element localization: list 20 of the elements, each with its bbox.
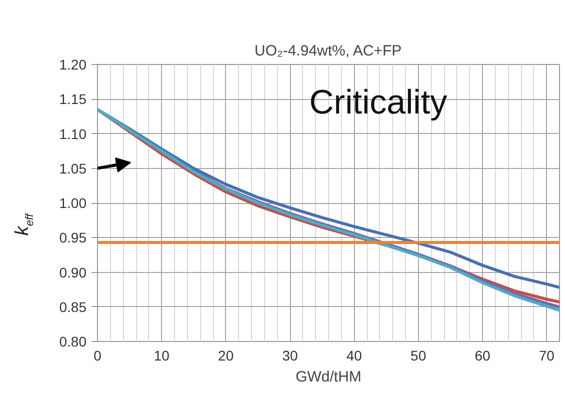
x-tick-label: 60 [474,348,490,364]
chart-title: UO₂-4.94wt%, AC+FP [254,42,402,60]
x-tick-label: 20 [218,348,234,364]
x-tick-label: 70 [538,348,555,364]
y-tick-label: 1.10 [59,126,87,142]
y-tick-label: 0.95 [59,230,87,246]
y-tick-label: 1.20 [59,56,87,72]
x-tick-label: 10 [154,348,170,364]
y-tick-label: 1.00 [59,195,87,211]
annotation: Criticality [309,83,448,122]
y-tick-label: 0.85 [59,298,87,315]
x-tick-label: 40 [346,348,362,364]
x-tick-label: 50 [410,348,426,364]
x-tick-label: 0 [94,348,102,364]
y-tick-label: 1.15 [59,91,87,108]
y-tick-label: 0.80 [59,334,87,350]
x-tick-label: 30 [282,348,298,364]
x-axis-title: GWd/tHM [296,368,362,386]
y-tick-label: 0.90 [59,264,87,280]
y-tick-label: 1.05 [59,160,87,176]
